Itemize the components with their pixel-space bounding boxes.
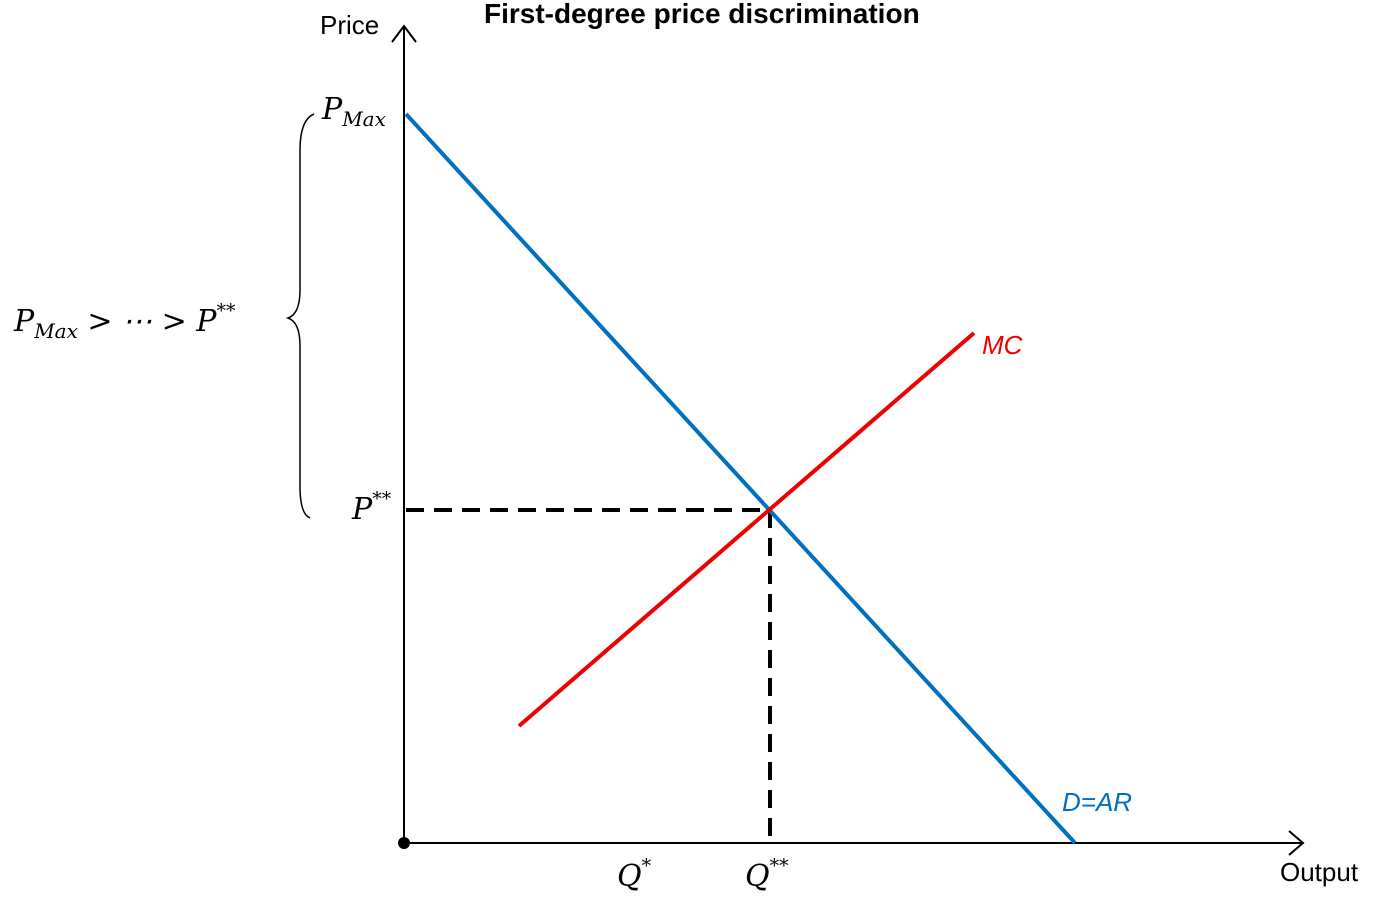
chart-title: First-degree price discrimination [484, 0, 920, 29]
x-axis-label: Output [1280, 857, 1359, 887]
p-max-label: PMax [322, 92, 386, 131]
p-star2-base: P [352, 492, 373, 527]
curly-brace [285, 113, 315, 519]
q-star-base: Q [617, 859, 642, 894]
x-axis-arrow [1288, 830, 1305, 856]
q-star2-sup: ** [769, 855, 789, 877]
p-star2-label: P** [352, 488, 391, 527]
y-axis-label: Price [320, 10, 380, 40]
origin-dot [398, 837, 410, 849]
brace-left: P [14, 304, 35, 339]
demand-label: D=AR [1062, 787, 1133, 817]
q-star2-base: Q [745, 859, 770, 894]
demand-curve [404, 112, 1077, 845]
p-star2-sup: ** [372, 488, 392, 510]
y-axis-arrow [391, 24, 417, 43]
q-star-sup: * [641, 855, 652, 877]
q-star-label: Q* [617, 855, 651, 894]
mc-curve [517, 331, 976, 728]
p-max-base: P [322, 92, 343, 127]
brace-inequality-label: PMax > ⋯ > P** [14, 300, 235, 343]
brace-middle: > ⋯ > P [77, 304, 217, 339]
p-max-sub: Max [342, 107, 386, 131]
q-star2-label: Q** [745, 855, 789, 894]
brace-sup: ** [216, 300, 236, 322]
brace-sub: Max [34, 319, 78, 343]
mc-label: MC [982, 330, 1023, 360]
